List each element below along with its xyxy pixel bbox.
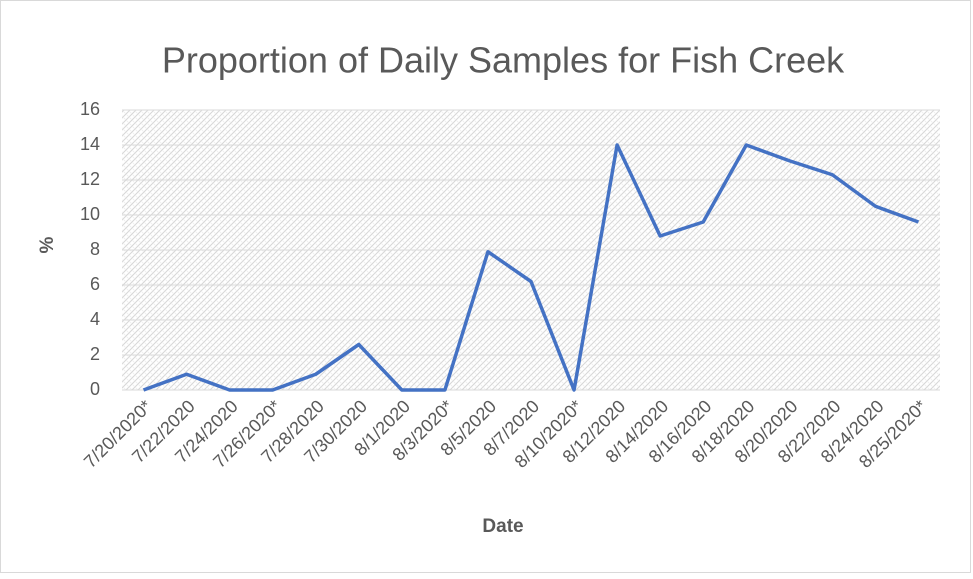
y-axis-label: % bbox=[37, 236, 58, 253]
chart-title: Proportion of Daily Samples for Fish Cre… bbox=[162, 40, 845, 81]
y-tick-label: 14 bbox=[80, 134, 100, 154]
y-tick-label: 6 bbox=[90, 274, 100, 294]
y-tick-label: 2 bbox=[90, 344, 100, 364]
y-tick-label: 8 bbox=[90, 239, 100, 259]
y-tick-label: 12 bbox=[80, 169, 100, 189]
y-tick-label: 4 bbox=[90, 309, 100, 329]
data-line bbox=[142, 143, 920, 392]
y-tick-label: 10 bbox=[80, 204, 100, 224]
x-axis-label: Date bbox=[482, 516, 523, 537]
y-tick-label: 0 bbox=[90, 379, 100, 399]
y-tick-label: 16 bbox=[80, 99, 100, 119]
